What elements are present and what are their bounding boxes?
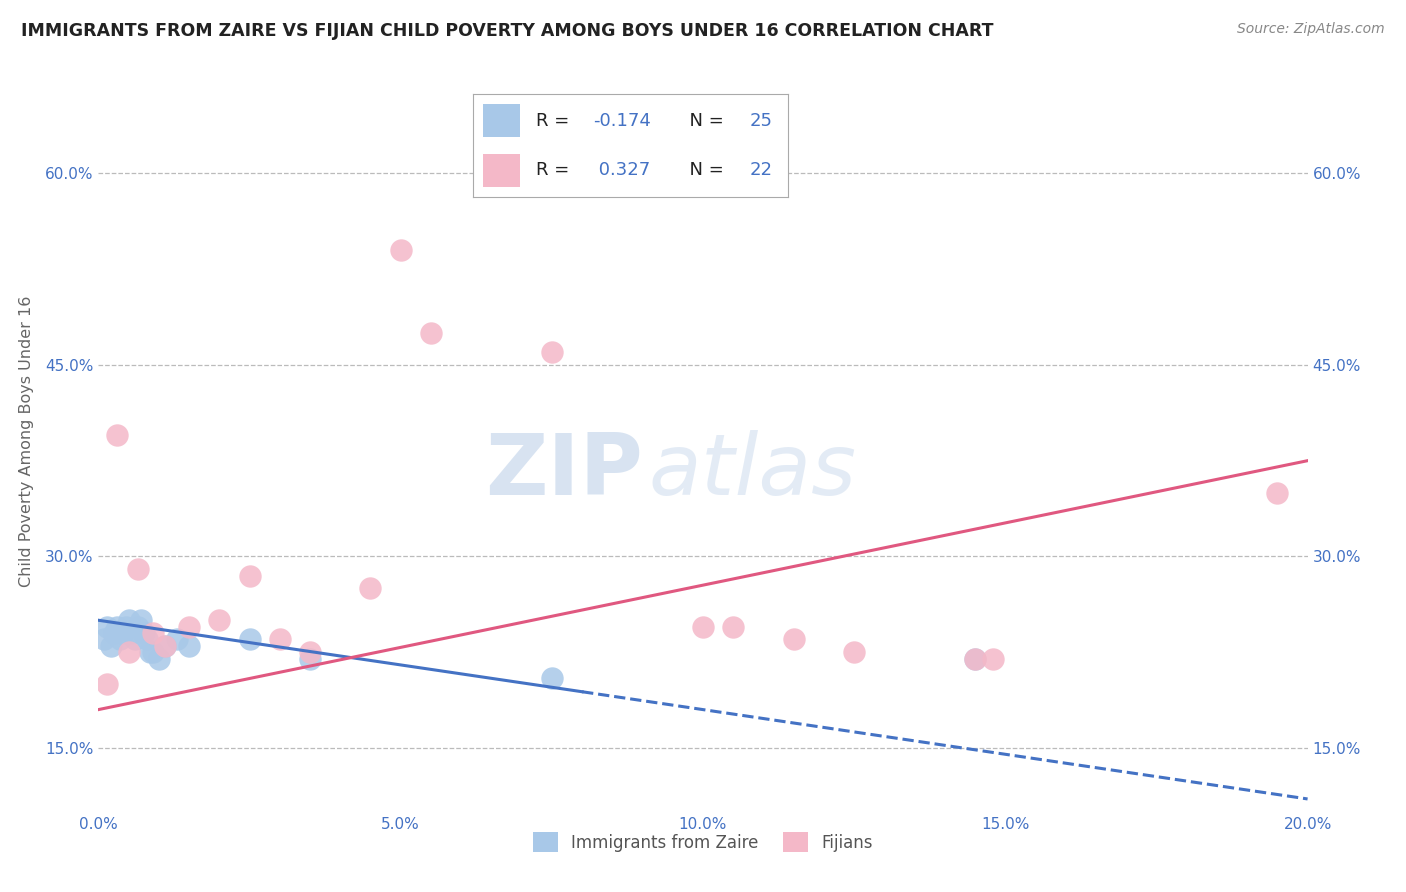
Point [1267,485,1289,500]
Point [93,632,115,647]
Point [142,645,165,659]
Point [239,568,262,582]
Point [723,619,745,633]
Point [692,619,714,633]
Point [139,645,162,659]
Point [135,632,157,647]
Point [269,632,291,647]
Point [153,639,176,653]
Point [540,345,562,359]
Text: Source: ZipAtlas.com: Source: ZipAtlas.com [1237,22,1385,37]
Point [420,326,443,340]
Point [299,645,322,659]
Point [105,428,128,442]
Point [981,651,1004,665]
Point [166,632,188,647]
Point [153,639,176,653]
Point [105,619,128,633]
Point [179,619,201,633]
Point [783,632,806,647]
Point [179,639,201,653]
Point [103,626,125,640]
Point [148,651,170,665]
Point [100,639,122,653]
Point [96,677,118,691]
Point [239,632,262,647]
Point [111,626,134,640]
Text: IMMIGRANTS FROM ZAIRE VS FIJIAN CHILD POVERTY AMONG BOYS UNDER 16 CORRELATION CH: IMMIGRANTS FROM ZAIRE VS FIJIAN CHILD PO… [21,22,994,40]
Point [844,645,866,659]
Point [118,613,141,627]
Y-axis label: Child Poverty Among Boys Under 16: Child Poverty Among Boys Under 16 [18,296,34,587]
Point [208,613,231,627]
Point [124,632,146,647]
Point [965,651,987,665]
Point [127,619,149,633]
Point [132,626,155,640]
Point [540,671,562,685]
Point [96,619,118,633]
Point [114,619,136,633]
Point [121,626,143,640]
Point [108,632,131,647]
Point [142,626,165,640]
Text: ZIP: ZIP [485,430,643,513]
Point [360,582,382,596]
Point [127,562,149,576]
Point [299,651,322,665]
Point [389,243,412,257]
Point [129,613,152,627]
Text: atlas: atlas [648,430,856,513]
Legend: Immigrants from Zaire, Fijians: Immigrants from Zaire, Fijians [526,825,880,859]
Point [118,645,141,659]
Point [965,651,987,665]
